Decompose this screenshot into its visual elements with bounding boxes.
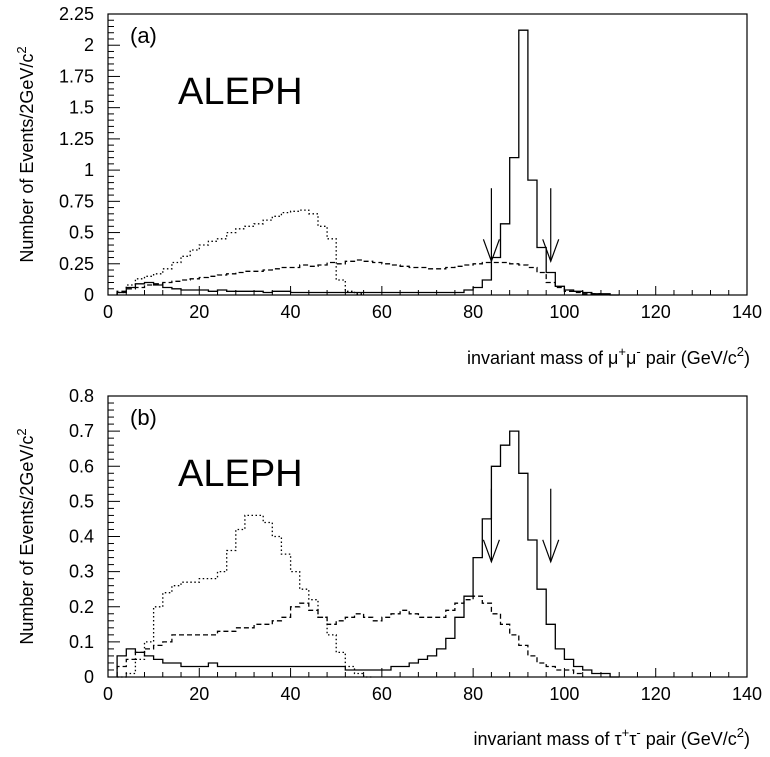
y-tick-label: 0.3 <box>69 562 94 582</box>
y-tick-label: 1.5 <box>69 98 94 118</box>
y-tick-label: 0.2 <box>69 597 94 617</box>
chart-panel-a: 0 20 40 60 80 100 120 140 0 0.25 0.5 0.75 1 1.25 1.5 1.… <box>14 4 762 368</box>
plot-frame <box>107 13 748 296</box>
x-tick-label: 0 <box>103 302 113 322</box>
histogram-dotted <box>117 514 373 678</box>
y-tick-label: 2 <box>84 35 94 55</box>
x-tick-label: 80 <box>463 302 483 322</box>
aleph-label: ALEPH <box>178 71 303 113</box>
y-tick-label: 0 <box>84 285 94 305</box>
x-tick-label: 20 <box>189 684 209 704</box>
y-tick-label: 0.5 <box>69 223 94 243</box>
histogram-solid <box>116 430 620 678</box>
y-tick-label: 0.8 <box>69 386 94 406</box>
panel-label: (a) <box>130 23 157 48</box>
y-axis-title: Number of Events/2GeV/c2 <box>14 46 37 262</box>
x-tick-label: 60 <box>372 302 392 322</box>
y-tick-label: 2.25 <box>59 4 94 24</box>
x-tick-label: 0 <box>103 684 113 704</box>
cut-arrow-head <box>542 539 560 564</box>
x-tick-label: 80 <box>463 684 483 704</box>
x-tick-label: 100 <box>549 684 579 704</box>
x-tick-label: 40 <box>281 684 301 704</box>
x-tick-label: 120 <box>641 684 671 704</box>
y-tick-label: 0.7 <box>69 421 94 441</box>
x-axis-title: invariant mass of τ+τ- pair (GeV/c2) <box>474 725 751 749</box>
x-tick-label: 140 <box>732 302 762 322</box>
cut-arrow-head <box>482 539 500 564</box>
panel-label: (b) <box>130 405 157 430</box>
x-tick-label: 140 <box>732 684 762 704</box>
cut-arrow-head <box>482 239 500 264</box>
y-axis-title: Number of Events/2GeV/c2 <box>14 428 37 644</box>
histogram-solid <box>116 29 620 296</box>
y-tick-label: 1.75 <box>59 66 94 86</box>
cut-arrow-head <box>542 239 560 264</box>
x-tick-label: 120 <box>641 302 671 322</box>
x-tick-label: 100 <box>549 302 579 322</box>
x-tick-label: 60 <box>372 684 392 704</box>
histogram-dashed <box>116 259 602 295</box>
aleph-label: ALEPH <box>178 453 303 495</box>
x-axis-title: invariant mass of μ+μ- pair (GeV/c2) <box>467 344 750 368</box>
y-tick-label: 0.1 <box>69 632 94 652</box>
y-tick-label: 0.6 <box>69 456 94 476</box>
histogram-dotted <box>116 209 365 295</box>
y-tick-label: 0.4 <box>69 527 94 547</box>
chart-panel-b: 0 20 40 60 80 100 120 140 0 0.1 0.2 0.3 0.4 0.5 0.6 0.7… <box>14 386 762 749</box>
y-tick-label: 1.25 <box>59 129 94 149</box>
y-tick-label: 1 <box>84 160 94 180</box>
y-tick-label: 0 <box>84 667 94 687</box>
x-tick-label: 40 <box>281 302 301 322</box>
y-tick-label: 0.5 <box>69 491 94 511</box>
x-tick-label: 20 <box>189 302 209 322</box>
y-tick-label: 0.25 <box>59 254 94 274</box>
histogram-dashed <box>116 595 584 677</box>
y-tick-label: 0.75 <box>59 191 94 211</box>
